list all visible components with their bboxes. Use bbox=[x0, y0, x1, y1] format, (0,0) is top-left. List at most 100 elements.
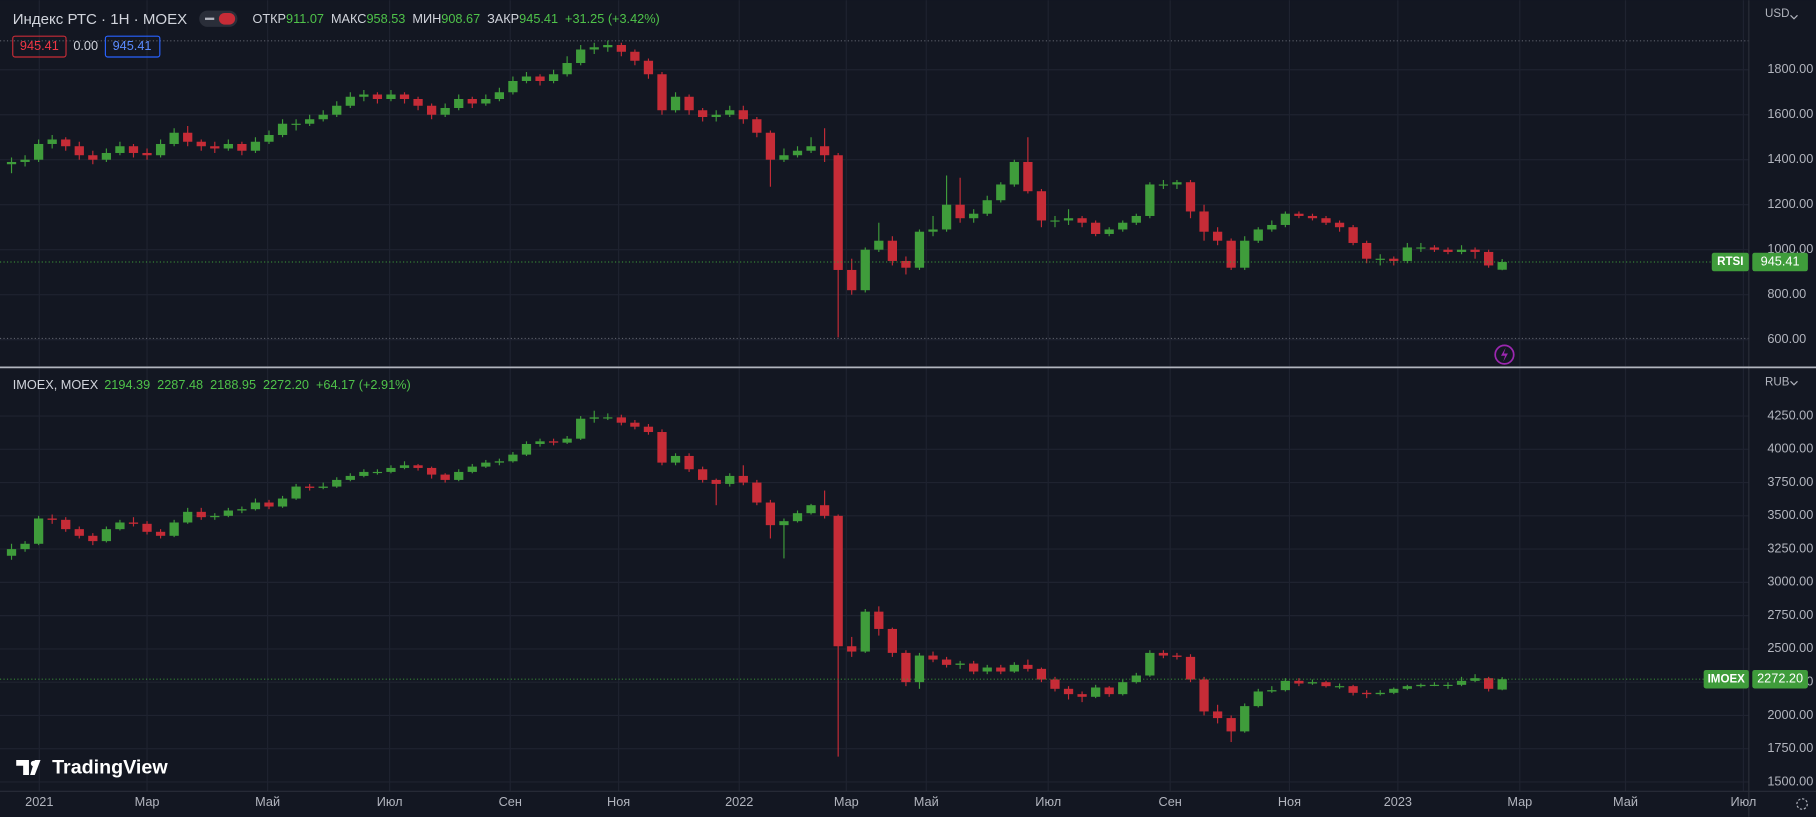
settings-icon[interactable] bbox=[1796, 798, 1808, 810]
candle-body bbox=[698, 469, 708, 480]
candle-body bbox=[1389, 258, 1399, 261]
candle-body bbox=[1375, 692, 1385, 695]
ohlc-legend: ОТКР911.07 МАКС958.53 МИН908.67 ЗАКР945.41 +… bbox=[252, 11, 659, 26]
candle-body bbox=[1009, 161, 1019, 185]
candle-body bbox=[819, 146, 830, 156]
x-tick-label: Сен bbox=[499, 794, 522, 809]
candle-body bbox=[1172, 655, 1182, 657]
ohlc-legend-value: 911.07 bbox=[286, 11, 324, 26]
candle-body bbox=[806, 505, 816, 514]
tradingview-logo-dot bbox=[30, 760, 37, 767]
candle-body bbox=[1118, 682, 1128, 695]
candle-body bbox=[847, 269, 857, 291]
y-tick-label: 3500.00 bbox=[1767, 507, 1813, 522]
candle-body bbox=[819, 505, 830, 516]
candle-body bbox=[1267, 224, 1277, 230]
trade-box-value: 945.41 bbox=[20, 38, 59, 53]
candle-body bbox=[887, 240, 898, 261]
candle-body bbox=[941, 204, 952, 230]
candle-body bbox=[1145, 652, 1155, 676]
candle-body bbox=[1362, 242, 1372, 259]
candle-body bbox=[1145, 184, 1155, 216]
candle-body bbox=[1253, 691, 1263, 707]
candle-body bbox=[142, 152, 152, 156]
candle-body bbox=[74, 529, 84, 536]
y-tick-label: 4250.00 bbox=[1767, 407, 1813, 422]
candle-body bbox=[1375, 258, 1385, 260]
candle-body bbox=[1023, 161, 1033, 192]
ohlc-legend: 2194.39 2287.48 2188.95 2272.20 +64.17 (+2.9… bbox=[104, 377, 410, 392]
candle-body bbox=[1077, 218, 1087, 223]
candle-body bbox=[413, 465, 423, 468]
candle-body bbox=[345, 475, 355, 480]
candle-body bbox=[684, 455, 694, 470]
y-tick-label: 1500.00 bbox=[1767, 773, 1813, 788]
candle-body bbox=[752, 119, 762, 133]
candle-body bbox=[47, 518, 57, 520]
candle-body bbox=[426, 467, 437, 475]
candle-body bbox=[20, 543, 30, 550]
y-tick-label: 3000.00 bbox=[1767, 574, 1813, 589]
candle-body bbox=[74, 146, 84, 156]
buy-box[interactable] bbox=[104, 35, 161, 58]
x-tick-label: Июл bbox=[1730, 794, 1756, 809]
ohlc-legend-change: +31.25 (+3.42%) bbox=[565, 11, 660, 26]
price-tag-symbol: IMOEX bbox=[1708, 673, 1746, 685]
candle-body bbox=[603, 45, 613, 48]
candle-body bbox=[562, 63, 572, 75]
candle-body bbox=[399, 465, 410, 468]
candle-body bbox=[616, 45, 626, 52]
candle-body bbox=[277, 123, 288, 135]
candle-body bbox=[196, 141, 206, 147]
x-tick-label: 2021 bbox=[25, 794, 53, 809]
currency-menu-icon[interactable] bbox=[1790, 14, 1798, 20]
pane-header: IMOEX, MOEX bbox=[13, 377, 99, 392]
candle-body bbox=[711, 114, 721, 117]
candle-body bbox=[847, 646, 857, 652]
price-tag-box bbox=[1752, 252, 1808, 272]
price-tag-symbol-box bbox=[1711, 252, 1749, 272]
x-tick-label: Май bbox=[914, 794, 939, 809]
candle-body bbox=[711, 479, 721, 484]
candle-body bbox=[223, 143, 233, 149]
candle-body bbox=[88, 535, 98, 542]
price-tag-value: 945.41 bbox=[1761, 253, 1800, 268]
candle-body bbox=[860, 611, 870, 652]
candle-body bbox=[548, 441, 559, 443]
y-tick-label: 1750.00 bbox=[1767, 740, 1813, 755]
currency-menu-icon[interactable] bbox=[1790, 380, 1798, 386]
candle-body bbox=[210, 515, 220, 518]
candle-body bbox=[467, 466, 477, 472]
candle-body bbox=[548, 74, 559, 82]
candle-body bbox=[860, 249, 870, 291]
candle-body bbox=[1416, 247, 1426, 249]
candle-body bbox=[291, 123, 301, 125]
ohlc-legend-label: МАКС bbox=[331, 11, 367, 26]
ohlc-legend-value: 2188.95 bbox=[210, 377, 256, 392]
candle-body bbox=[318, 486, 328, 488]
candle-body bbox=[494, 461, 505, 463]
candle-body bbox=[386, 94, 396, 99]
lightning-button[interactable] bbox=[1494, 344, 1515, 365]
candle-body bbox=[738, 110, 748, 120]
candle-body bbox=[426, 105, 437, 115]
candle-body bbox=[481, 462, 491, 467]
candle-body bbox=[1172, 182, 1182, 185]
candle-body bbox=[1470, 249, 1480, 252]
candle-body bbox=[738, 475, 748, 483]
candle-body bbox=[155, 143, 166, 156]
candle-body bbox=[345, 96, 355, 106]
x-tick-label: Мар bbox=[834, 794, 859, 809]
candle-body bbox=[535, 76, 545, 82]
candle-body bbox=[386, 467, 396, 472]
candle-body bbox=[1470, 678, 1480, 681]
candle-body bbox=[318, 114, 328, 120]
currency-label: RUB bbox=[1765, 377, 1790, 389]
x-tick-label: Май bbox=[255, 794, 280, 809]
grid bbox=[0, 0, 1749, 792]
candle-body bbox=[155, 531, 166, 536]
candle-body bbox=[657, 432, 667, 463]
sell-box[interactable] bbox=[12, 35, 67, 58]
candle-body bbox=[1321, 218, 1331, 223]
